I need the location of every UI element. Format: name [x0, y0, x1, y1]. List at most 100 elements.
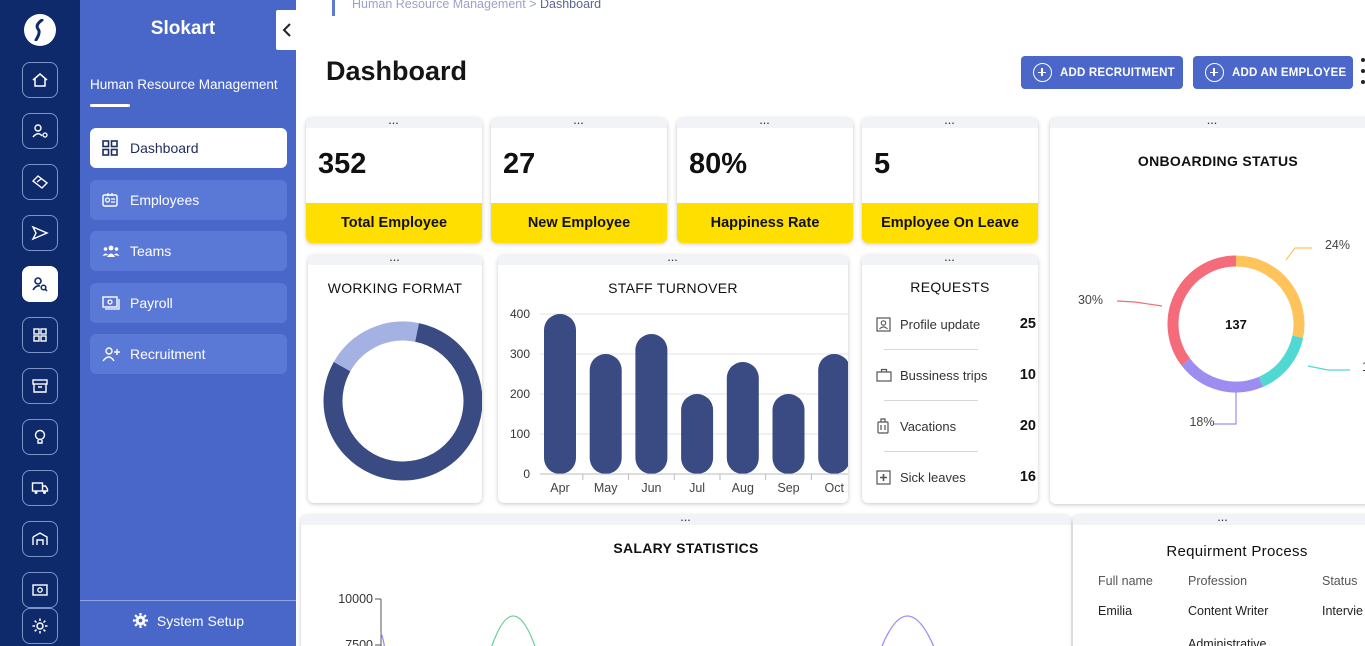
warehouse-icon[interactable]: [22, 521, 58, 557]
onboarding-title: ONBOARDING STATUS: [1137, 153, 1299, 169]
x-tick-label: Apr: [550, 481, 569, 495]
cash-icon[interactable]: [22, 572, 58, 608]
x-tick-label: Sep: [777, 481, 799, 495]
bar[interactable]: [635, 334, 668, 474]
sidebar-item-label: Employees: [130, 192, 200, 208]
stat-card-employee-on-leave: ... 5 Employee On Leave: [862, 118, 1038, 243]
donut-slice[interactable]: [1167, 255, 1237, 366]
drag-handle[interactable]: ...: [677, 118, 853, 128]
donut-slice[interactable]: [1181, 358, 1264, 393]
system-setup-label: System Setup: [156, 612, 245, 629]
breadcrumb-parent[interactable]: Human Resource Management: [352, 0, 526, 11]
drag-handle[interactable]: ...: [308, 255, 482, 265]
home-icon[interactable]: [22, 62, 58, 98]
system-setup-button[interactable]: System Setup: [80, 612, 296, 629]
request-item-vacations[interactable]: Vacations 20: [876, 416, 1036, 436]
divider: [884, 349, 978, 350]
bar[interactable]: [589, 354, 622, 474]
bar[interactable]: [544, 314, 576, 474]
requests-title: REQUESTS: [910, 279, 990, 295]
y-tick-label: 0: [523, 467, 530, 481]
drag-handle[interactable]: ...: [862, 255, 1038, 265]
x-tick-label: May: [594, 481, 618, 495]
column-header-status[interactable]: Status: [1322, 574, 1358, 588]
drag-handle[interactable]: ...: [1050, 118, 1365, 128]
staff-turnover-card: ... STAFF TURNOVER 0 100 200 300 400 Apr May Ju…: [498, 255, 848, 503]
request-count: 25: [1019, 316, 1036, 332]
truck-icon[interactable]: [22, 470, 58, 506]
donut-slice[interactable]: [333, 321, 419, 372]
stat-value: 80%: [689, 148, 748, 180]
requests-card: ... REQUESTS Profile update 25 Bussiness…: [862, 255, 1038, 503]
add-employee-button[interactable]: ADD AN EMPLOYEE: [1193, 56, 1353, 89]
request-item-profile-update[interactable]: Profile update 25: [876, 314, 1036, 334]
more-options-icon[interactable]: [1361, 58, 1365, 88]
settings-icon[interactable]: [22, 608, 58, 644]
request-count: 16: [1019, 469, 1036, 485]
divider: [80, 600, 296, 601]
request-label: Sick leaves: [900, 469, 966, 485]
x-tick-label: Oct: [824, 481, 844, 495]
request-label: Profile update: [900, 316, 981, 332]
staff-turnover-title: STAFF TURNOVER: [608, 280, 738, 296]
drag-handle[interactable]: ...: [1073, 515, 1365, 525]
donut-center-value: 137: [1225, 317, 1247, 332]
id-badge-icon: [102, 191, 122, 209]
bar[interactable]: [772, 394, 805, 474]
bar[interactable]: [726, 362, 759, 474]
send-icon[interactable]: [22, 215, 58, 251]
sidebar-item-dashboard[interactable]: Dashboard: [90, 128, 287, 168]
working-format-title: WORKING FORMAT: [327, 280, 463, 296]
sidebar-item-payroll[interactable]: Payroll: [90, 283, 287, 323]
table-cell: Intervie: [1322, 604, 1363, 618]
add-recruitment-label: ADD RECRUITMENT: [1060, 66, 1175, 79]
stat-label: Employee On Leave: [862, 203, 1038, 243]
salary-series-line: [881, 615, 935, 646]
divider: [884, 451, 978, 452]
slice-label: 24%: [1325, 238, 1350, 252]
drag-handle[interactable]: ...: [301, 515, 1071, 525]
salary-series-line: [491, 615, 536, 646]
app-logo[interactable]: [24, 14, 56, 46]
plus-circle-icon: [1033, 63, 1052, 82]
stat-value: 27: [503, 148, 536, 180]
drag-handle[interactable]: ...: [491, 118, 667, 128]
sidebar-item-recruitment[interactable]: Recruitment: [90, 334, 287, 374]
y-tick-label: 200: [510, 387, 530, 401]
payroll-icon: [102, 294, 122, 312]
column-header-profession[interactable]: Profession: [1188, 574, 1248, 588]
drag-handle[interactable]: ...: [498, 255, 848, 265]
donut-slice[interactable]: [1258, 335, 1304, 387]
sidebar-item-label: Teams: [130, 243, 172, 259]
breadcrumb: Human Resource Management > Dashboard: [352, 0, 601, 11]
slice-label: 18%: [1189, 415, 1214, 429]
sidebar-item-employees[interactable]: Employees: [90, 180, 287, 220]
collapse-sidebar-button[interactable]: [276, 10, 298, 50]
drag-handle[interactable]: ...: [306, 118, 482, 128]
onboarding-donut-chart: 24% 1 18% 30% 137: [1078, 238, 1365, 429]
sidebar-item-teams[interactable]: Teams: [90, 231, 287, 271]
donut-slice[interactable]: [1235, 255, 1305, 338]
archive-icon[interactable]: [22, 368, 58, 404]
label-leader-line: [1285, 247, 1312, 261]
people-settings-icon[interactable]: [22, 113, 58, 149]
request-item-business-trips[interactable]: Bussiness trips 10: [876, 365, 1036, 385]
column-header-full-name[interactable]: Full name: [1098, 574, 1153, 588]
label-leader-line: [1116, 300, 1163, 307]
request-label: Bussiness trips: [900, 367, 988, 383]
bar[interactable]: [681, 394, 714, 474]
medical-icon: [876, 469, 892, 485]
drag-handle[interactable]: ...: [862, 118, 1038, 128]
requirement-title: Requirment Process: [1166, 543, 1308, 560]
add-recruitment-button[interactable]: ADD RECRUITMENT: [1021, 56, 1183, 89]
donut-slice[interactable]: [323, 323, 482, 481]
lightbulb-icon[interactable]: [22, 419, 58, 455]
grid-icon[interactable]: [22, 317, 58, 353]
request-count: 10: [1019, 367, 1036, 383]
bar[interactable]: [818, 354, 848, 474]
user-search-icon[interactable]: [22, 266, 58, 302]
handshake-icon[interactable]: [22, 164, 58, 200]
salary-title: SALARY STATISTICS: [613, 540, 759, 556]
request-item-sick-leaves[interactable]: Sick leaves 16: [876, 467, 1036, 487]
divider: [884, 400, 978, 401]
